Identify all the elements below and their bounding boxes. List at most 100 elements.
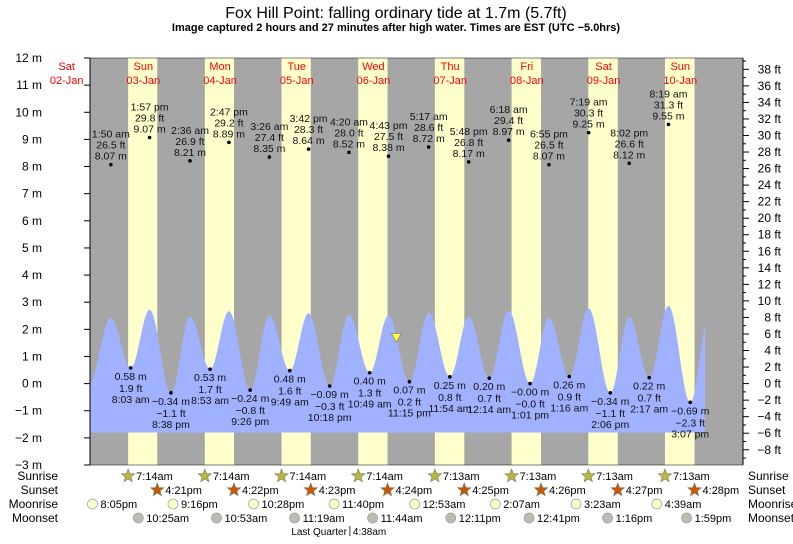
sunset-icon — [380, 482, 396, 497]
right-axis-tick-label: −4 ft — [757, 410, 781, 424]
sunrise-time: 7:13am — [596, 471, 633, 483]
moonrise-icon — [489, 498, 501, 510]
low-tide-time: 2:17 am — [630, 404, 668, 416]
low-tide-point — [647, 375, 651, 380]
sunrise-time: 7:13am — [673, 471, 710, 483]
high-tide-ft: 27.5 ft — [374, 131, 403, 143]
low-tide-ft: 0.8 ft — [438, 392, 461, 404]
low-tide-ft: −1.1 ft — [596, 408, 626, 420]
day-label: Thu — [441, 61, 460, 73]
low-tide-point — [567, 374, 572, 379]
moonrise-icon — [328, 498, 340, 510]
low-tide-point — [208, 367, 212, 372]
low-tide-m-label: 0.20 m — [473, 381, 505, 393]
high-tide-time: 6:55 pm — [530, 129, 568, 141]
right-axis-tick-label: 4 ft — [764, 344, 781, 358]
high-tide-ft: 29.2 ft — [214, 117, 243, 129]
low-tide-ft: 0.2 ft — [398, 397, 421, 409]
moonrise-time: 2:07am — [503, 499, 540, 511]
day-label: Sun — [670, 61, 690, 73]
low-tide-ft: 0.7 ft — [638, 393, 661, 405]
day-label: Mon — [209, 61, 230, 73]
low-tide-ft: 1.3 ft — [358, 388, 381, 400]
low-tide-time: 2:06 pm — [591, 419, 629, 431]
right-axis-tick-label: 0 ft — [764, 377, 781, 391]
moonset-icon — [445, 512, 457, 524]
sunrise-icon — [350, 468, 366, 483]
high-tide-m-label: 9.25 m — [573, 119, 605, 131]
moonset-icon — [602, 512, 613, 524]
high-tide-ft: 29.8 ft — [135, 113, 164, 125]
day-label: Sun — [134, 61, 154, 73]
high-tide-time: 4:43 pm — [370, 120, 408, 132]
right-axis-tick-label: 30 ft — [758, 128, 782, 142]
moonrise-icon — [409, 498, 420, 510]
sunrise-icon — [427, 468, 443, 483]
low-tide-point — [248, 388, 252, 392]
high-tide-point — [306, 147, 311, 151]
moonset-time: 1:59pm — [695, 513, 732, 525]
high-tide-time: 1:57 pm — [131, 102, 169, 114]
sunrise-time: 7:13am — [520, 471, 557, 483]
day-label: Wed — [362, 61, 384, 73]
low-tide-time: 11:15 pm — [388, 408, 431, 420]
left-axis-tick-label: −3 m — [15, 458, 42, 472]
left-axis-tick-label: 10 m — [15, 105, 42, 119]
high-tide-time: 7:19 am — [570, 97, 608, 109]
low-tide-ft: −0.3 ft — [315, 401, 345, 413]
low-tide-point — [528, 381, 532, 386]
low-tide-time: 10:18 pm — [308, 412, 352, 424]
sunset-row-label-right: Sunset — [748, 483, 786, 497]
high-tide-time: 4:20 am — [330, 116, 368, 128]
high-tide-time: 2:36 am — [171, 125, 209, 137]
right-axis-tick-label: 6 ft — [764, 327, 781, 341]
moonset-icon — [523, 512, 535, 524]
low-tide-point — [128, 366, 133, 370]
date-label: 10-Jan — [663, 75, 697, 87]
day-label: Sat — [595, 61, 612, 73]
high-tide-time: 6:18 am — [490, 104, 528, 116]
sunset-icon — [687, 482, 703, 497]
low-tide-ft: 0.7 ft — [478, 393, 501, 405]
right-axis-tick-label: 14 ft — [758, 261, 782, 275]
moonset-icon — [132, 512, 144, 524]
right-axis-tick-label: 20 ft — [758, 211, 782, 225]
left-axis-tick-label: 11 m — [16, 78, 42, 92]
sunset-icon — [456, 482, 472, 497]
moonset-time: 12:41pm — [537, 513, 580, 525]
sunrise-row-label-left: Sunrise — [17, 469, 58, 483]
left-axis-tick-label: 6 m — [22, 214, 42, 228]
left-axis-tick-label: 5 m — [22, 241, 42, 255]
left-axis-tick-label: 3 m — [22, 295, 42, 309]
low-tide-m-label: −0.69 m — [671, 405, 709, 417]
sunrise-time: 7:14am — [290, 471, 327, 483]
high-tide-ft: 26.8 ft — [454, 137, 483, 149]
high-tide-ft: 26.9 ft — [175, 136, 204, 148]
low-tide-ft: 1.7 ft — [198, 384, 221, 396]
high-tide-point — [666, 122, 671, 127]
tide-curve — [90, 306, 705, 433]
high-tide-ft: 26.5 ft — [96, 140, 125, 152]
high-tide-point — [386, 154, 391, 159]
day-label: Fri — [520, 61, 533, 73]
left-axis-tick-label: 0 m — [22, 377, 42, 391]
sunset-icon — [303, 482, 319, 497]
sunset-time: 4:21pm — [165, 485, 202, 497]
moonrise-icon — [167, 498, 179, 510]
high-tide-m-label: 8.52 m — [333, 138, 365, 150]
left-axis-tick-label: 12 m — [15, 51, 42, 65]
date-label: 02-Jan — [50, 75, 84, 87]
high-tide-m-label: 8.89 m — [213, 128, 245, 140]
date-label: 05-Jan — [280, 75, 314, 87]
moonset-time: 1:16pm — [616, 513, 653, 525]
low-tide-m-label: 0.40 m — [354, 376, 386, 388]
low-tide-ft: −1.1 ft — [156, 408, 186, 420]
moonrise-icon — [651, 498, 663, 510]
moonrise-time: 3:23am — [584, 499, 621, 511]
right-axis-tick-label: 10 ft — [758, 294, 782, 308]
high-tide-m-label: 8.64 m — [293, 135, 325, 147]
low-tide-time: 9:26 pm — [231, 416, 269, 428]
date-label: 03-Jan — [127, 75, 161, 87]
moonset-row-label-right: Moonset — [748, 511, 793, 525]
